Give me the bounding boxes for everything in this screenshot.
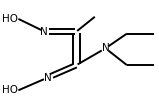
Text: N: N <box>41 26 48 37</box>
Text: HO: HO <box>2 14 18 24</box>
Text: N: N <box>44 73 51 83</box>
Text: N: N <box>102 43 109 53</box>
Text: HO: HO <box>2 85 18 95</box>
